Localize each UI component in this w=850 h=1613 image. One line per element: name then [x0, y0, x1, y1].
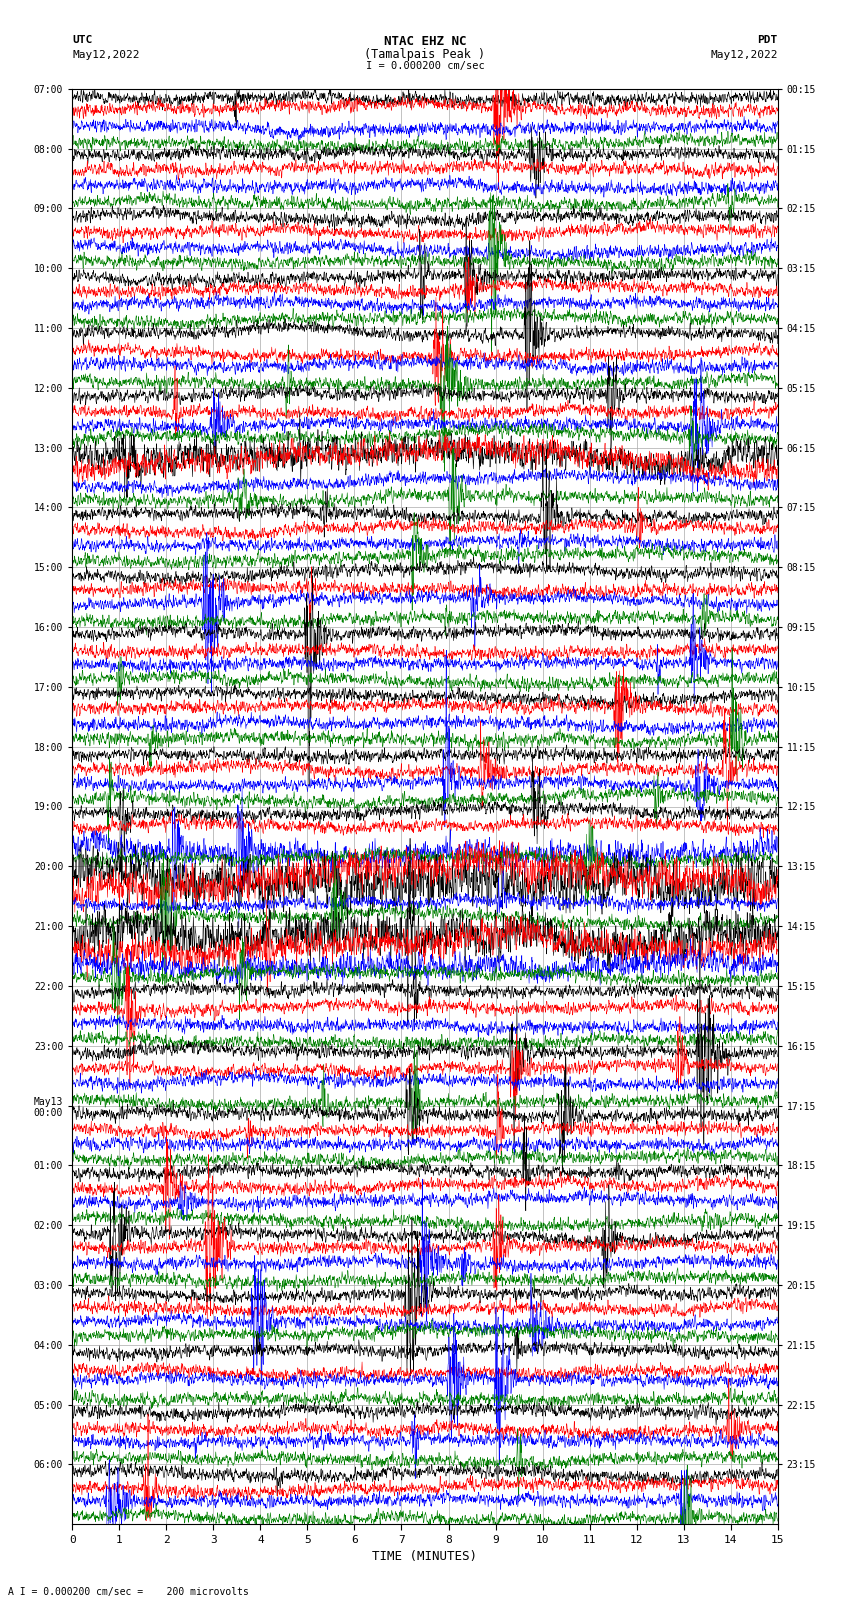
- Text: PDT: PDT: [757, 35, 778, 45]
- Text: I = 0.000200 cm/sec: I = 0.000200 cm/sec: [366, 61, 484, 71]
- Text: (Tamalpais Peak ): (Tamalpais Peak ): [365, 48, 485, 61]
- Text: NTAC EHZ NC: NTAC EHZ NC: [383, 35, 467, 48]
- Text: UTC: UTC: [72, 35, 93, 45]
- X-axis label: TIME (MINUTES): TIME (MINUTES): [372, 1550, 478, 1563]
- Text: May12,2022: May12,2022: [711, 50, 778, 60]
- Text: A I = 0.000200 cm/sec =    200 microvolts: A I = 0.000200 cm/sec = 200 microvolts: [8, 1587, 249, 1597]
- Text: May12,2022: May12,2022: [72, 50, 139, 60]
